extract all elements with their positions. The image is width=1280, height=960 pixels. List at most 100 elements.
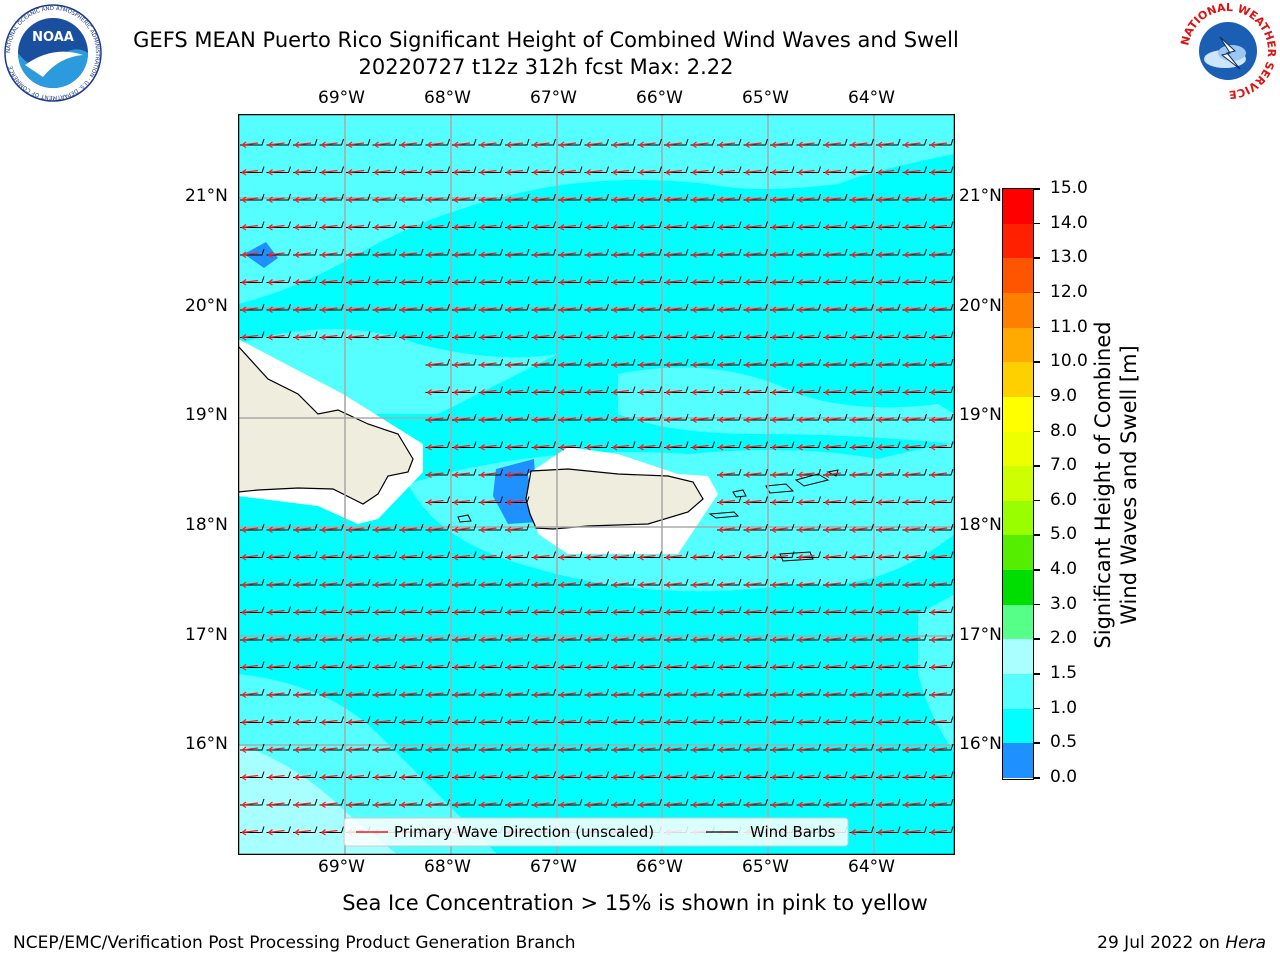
vector-glyph xyxy=(690,441,715,451)
vector-glyph xyxy=(558,138,583,149)
legend-wind-barbs: Wind Barbs xyxy=(750,823,836,841)
vector-glyph xyxy=(584,551,609,561)
vector-glyph xyxy=(770,441,795,451)
vector-glyph xyxy=(584,358,609,369)
vector-glyph xyxy=(452,413,477,424)
vector-glyph xyxy=(876,386,901,396)
vector-glyph xyxy=(452,138,477,149)
lat-label-right-21n: 21°N xyxy=(959,186,1002,206)
vector-glyph xyxy=(266,523,291,534)
vector-glyph xyxy=(399,166,424,176)
vector-glyph xyxy=(929,276,954,286)
vector-glyph xyxy=(505,716,530,726)
colorbar-tick-label: 8.0 xyxy=(1050,420,1078,441)
vector-glyph xyxy=(637,331,662,341)
vector-glyph xyxy=(929,468,954,479)
vector-glyph xyxy=(902,221,927,231)
vector-glyph xyxy=(584,248,609,259)
vector-glyph xyxy=(558,551,583,561)
vector-glyph xyxy=(346,221,371,231)
vector-glyph xyxy=(823,523,848,534)
vector-glyph xyxy=(584,138,609,149)
vector-glyph xyxy=(929,386,954,396)
colorbar-tick-mark xyxy=(1034,326,1040,329)
vector-glyph xyxy=(876,248,901,259)
vector-glyph xyxy=(240,248,265,259)
vector-glyph xyxy=(425,743,450,754)
vector-glyph xyxy=(240,523,265,534)
map-frame xyxy=(237,113,956,856)
vector-glyph xyxy=(266,551,291,561)
vector-glyph xyxy=(346,798,371,809)
vector-glyph xyxy=(929,578,954,589)
vector-glyph xyxy=(902,193,927,204)
vector-glyph xyxy=(637,688,662,699)
vector-glyph xyxy=(743,551,768,561)
vector-glyph xyxy=(717,743,742,754)
vector-glyph xyxy=(505,468,530,479)
vector-glyph xyxy=(531,248,556,259)
swell-region-east xyxy=(918,594,955,754)
vector-glyph xyxy=(531,633,556,644)
lat-label-left-19n: 19°N xyxy=(185,405,228,425)
lat-label-left-17n: 17°N xyxy=(185,625,228,645)
vector-glyph xyxy=(293,221,318,231)
lon-label-top-68w: 68°W xyxy=(424,88,471,108)
vector-glyph xyxy=(505,221,530,231)
vector-glyph xyxy=(478,716,503,726)
vector-glyph xyxy=(929,606,954,616)
footer-branch: NCEP/EMC/Verification Post Processing Pr… xyxy=(13,933,576,953)
vector-glyph xyxy=(425,386,450,396)
vector-glyph xyxy=(902,523,927,534)
vector-glyph xyxy=(823,331,848,341)
vector-glyph xyxy=(452,441,477,451)
vector-glyph xyxy=(452,743,477,754)
lon-label-top-64w: 64°W xyxy=(848,88,895,108)
lat-label-right-18n: 18°N xyxy=(959,515,1002,535)
vector-glyph xyxy=(425,523,450,534)
lat-label-right-20n: 20°N xyxy=(959,296,1002,316)
vector-glyph xyxy=(505,743,530,754)
vector-glyph xyxy=(452,606,477,616)
colorbar-tick-mark xyxy=(1034,291,1040,294)
vector-glyph xyxy=(929,221,954,231)
colorbar-tick-mark xyxy=(1034,361,1040,363)
vector-glyph xyxy=(399,716,424,726)
island-mona xyxy=(457,514,472,523)
noaa-logo: NOAA NATIONAL OCEANIC AND ATMOSPHERIC AD… xyxy=(3,3,103,103)
vector-glyph xyxy=(823,606,848,616)
vector-glyph xyxy=(558,798,583,809)
wave-height-map: Primary Wave Direction (unscaled) Wind B… xyxy=(237,113,956,856)
vector-glyph xyxy=(478,771,503,781)
vector-glyph xyxy=(293,248,318,259)
vector-glyph xyxy=(558,441,583,451)
vector-glyph xyxy=(266,743,291,754)
colorbar-tick-mark xyxy=(1034,499,1040,502)
colorbar-tick-mark xyxy=(1034,188,1040,190)
vector-glyph xyxy=(902,413,927,424)
vector-glyph xyxy=(240,221,265,231)
vector-glyph xyxy=(637,413,662,424)
vector-glyph xyxy=(637,661,662,671)
swell-region-prico-north xyxy=(618,367,955,444)
vector-glyph xyxy=(611,633,636,644)
vector-glyph xyxy=(929,303,954,314)
vector-glyph xyxy=(849,661,874,671)
vector-glyph xyxy=(637,138,662,149)
vector-glyph xyxy=(717,386,742,396)
vector-glyph xyxy=(902,386,927,396)
vector-glyph xyxy=(902,303,927,314)
vector-glyph xyxy=(823,386,848,396)
colorbar-segment xyxy=(1003,431,1033,467)
colorbar-segment xyxy=(1003,743,1033,779)
vector-glyph xyxy=(743,358,768,369)
vector-glyph xyxy=(505,523,530,534)
vector-glyph xyxy=(584,578,609,589)
vector-glyph xyxy=(372,633,397,644)
vector-glyph xyxy=(346,138,371,149)
vector-glyph xyxy=(372,331,397,341)
vector-glyph xyxy=(611,303,636,314)
vector-glyph xyxy=(425,413,450,424)
vector-glyph xyxy=(558,688,583,699)
vector-glyph xyxy=(611,248,636,259)
